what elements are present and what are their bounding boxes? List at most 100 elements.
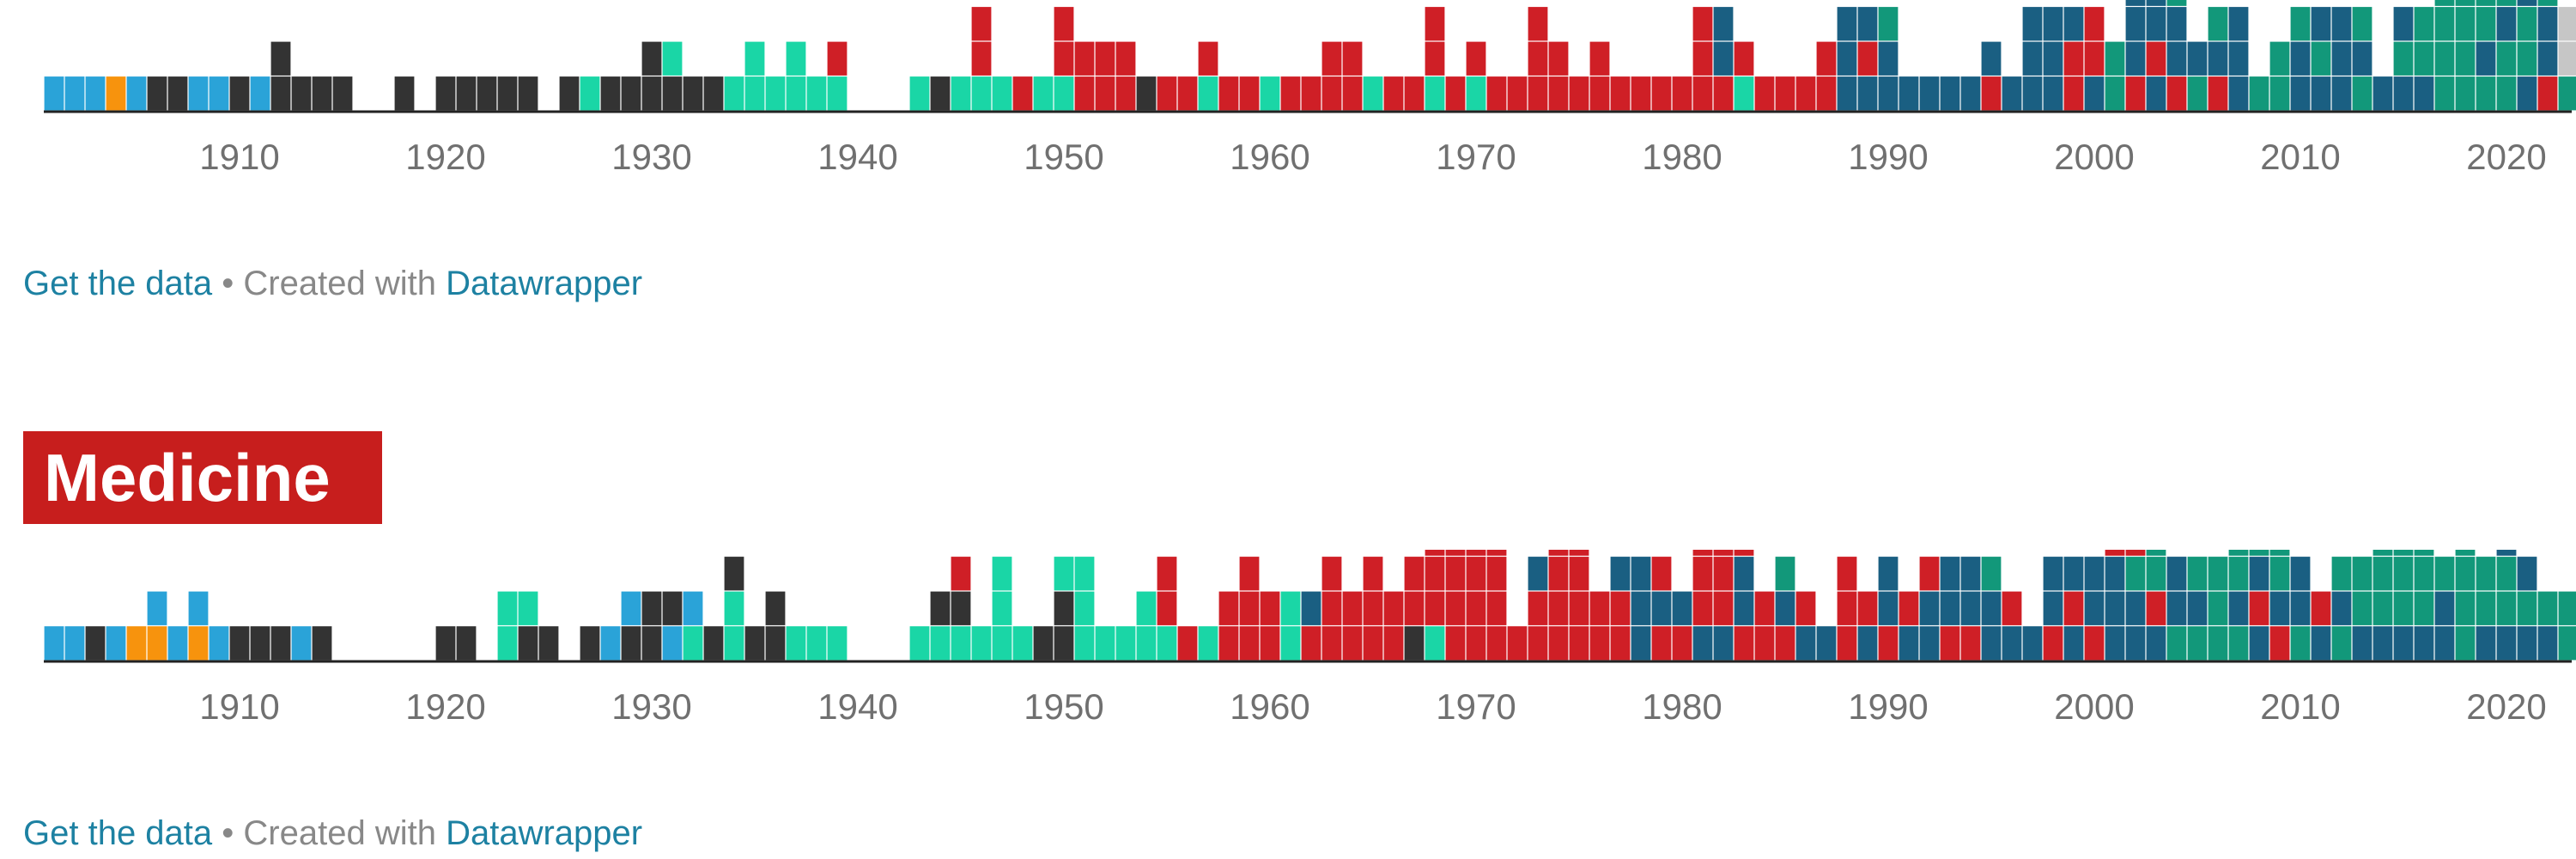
bar-block-1949-1 [1033,626,1054,661]
bar-block-2023-2 [2558,41,2576,76]
bar-block-1915-1 [332,76,353,111]
bar-block-1981-2 [1692,591,1713,625]
bar-block-1970-2 [1466,591,1486,625]
bar-block-2014-1 [2372,626,2393,661]
bar-block-2007-1 [2228,76,2249,111]
bar-block-2007-2 [2228,41,2249,76]
bar-block-1936-2 [765,591,786,625]
bar-block-1931-2 [662,41,683,76]
bar-block-2022-3 [2537,7,2558,41]
bar-block-1996-1 [2002,626,2022,661]
bar-block-1931-1 [662,76,683,111]
bar-block-1970-1 [1466,76,1486,111]
bar-block-2000-2 [2084,591,2105,625]
bar-block-2014-1 [2372,76,2393,111]
bar-block-1950-1 [1054,626,1074,661]
bar-block-1910-1 [229,626,250,661]
bar-block-1962-2 [1301,591,1321,625]
bar-block-2017-1 [2434,626,2455,661]
bar-block-1901-1 [44,626,64,661]
datawrapper-link[interactable]: Datawrapper [446,265,643,302]
bar-block-2003-3 [2146,7,2166,41]
bar-block-1971-1 [1486,626,1507,661]
chart-top: 1910 1920 1930 1940 1950 1960 1970 1980 1990 2000… [44,0,2576,177]
bar-block-1948-1 [1012,626,1033,661]
bar-block-1908-1 [188,76,209,111]
bar-block-1981-3 [1692,557,1713,591]
bar-block-2012-1 [2331,626,2352,661]
bar-block-1952-1 [1095,626,1115,661]
bar-block-1938-1 [806,76,827,111]
bar-block-1997-2 [2022,41,2043,76]
bar-block-1967-2 [1404,591,1425,625]
bar-block-2000-3 [2084,557,2105,591]
bar-block-2005-2 [2187,41,2208,76]
bar-block-2004-2 [2166,41,2187,76]
bar-block-1937-1 [786,76,806,111]
bar-block-1988-3 [1837,7,1857,41]
bar-block-1906-1 [147,626,167,661]
bar-block-1971-2 [1486,591,1507,625]
bar-block-1968-2 [1425,41,1445,76]
bar-block-2016-1 [2414,76,2434,111]
bar-block-1957-2 [1198,41,1218,76]
bar-block-1986-1 [1795,626,1816,661]
bar-block-1986-2 [1795,591,1816,625]
bar-block-2009-3 [2269,557,2290,591]
bar-block-1913-1 [291,76,312,111]
bar-block-1943-1 [909,76,930,111]
bar-block-2020-3 [2496,7,2517,41]
bar-block-1982-3 [1713,557,1734,591]
bar-block-1994-1 [1960,626,1981,661]
bar-block-1979-1 [1651,76,1672,111]
x-tick-label: 2000 [2054,137,2134,177]
bar-block-2011-3 [2311,7,2331,41]
bar-block-1931-1 [662,626,683,661]
bar-block-1998-2 [2043,591,2063,625]
x-tick-label: 1930 [611,686,691,727]
get-the-data-link[interactable]: Get the data [23,814,213,852]
bar-block-2012-2 [2331,41,2352,76]
bar-block-1990-2 [1878,41,1899,76]
bar-block-1930-2 [641,41,662,76]
bar-block-2005-1 [2187,626,2208,661]
bar-block-1929-1 [621,626,641,661]
bar-block-1961-1 [1280,76,1301,111]
bar-block-1990-1 [1878,76,1899,111]
bar-block-2003-3 [2146,557,2166,591]
bar-block-2002-2 [2125,591,2146,625]
datawrapper-link[interactable]: Datawrapper [446,814,643,852]
bar-block-2006-2 [2208,591,2228,625]
bar-block-1970-2 [1466,41,1486,76]
x-tick-label: 1960 [1230,137,1309,177]
bar-block-2018-1 [2455,76,2476,111]
bar-block-1987-1 [1816,626,1837,661]
bar-block-1994-2 [1960,591,1981,625]
bar-block-2016-4 [2414,550,2434,556]
bar-block-2020-2 [2496,591,2517,625]
bar-block-2021-2 [2517,591,2537,625]
bar-block-2012-3 [2331,557,2352,591]
bar-block-1968-1 [1425,626,1445,661]
bar-block-2002-1 [2125,76,2146,111]
x-tick-label: 1960 [1230,686,1309,727]
get-the-data-link[interactable]: Get the data [23,265,213,302]
bar-block-1932-2 [683,591,703,625]
bar-block-2009-2 [2269,41,2290,76]
bar-block-1962-1 [1301,626,1321,661]
bar-block-1990-1 [1878,626,1899,661]
bar-block-2020-4 [2496,0,2517,6]
bar-block-2017-1 [2434,76,2455,111]
bar-block-1975-2 [1569,591,1589,625]
bar-block-1985-1 [1775,626,1795,661]
bar-block-2021-1 [2517,76,2537,111]
bar-block-1944-1 [930,626,951,661]
bar-block-1935-2 [744,41,765,76]
bar-block-1972-1 [1507,626,1528,661]
bar-block-1903-1 [85,76,106,111]
bar-block-1987-1 [1816,76,1837,111]
bar-block-1978-1 [1631,76,1651,111]
bar-block-1928-1 [600,76,621,111]
bar-block-1964-1 [1342,76,1363,111]
x-tick-label: 2000 [2054,686,2134,727]
